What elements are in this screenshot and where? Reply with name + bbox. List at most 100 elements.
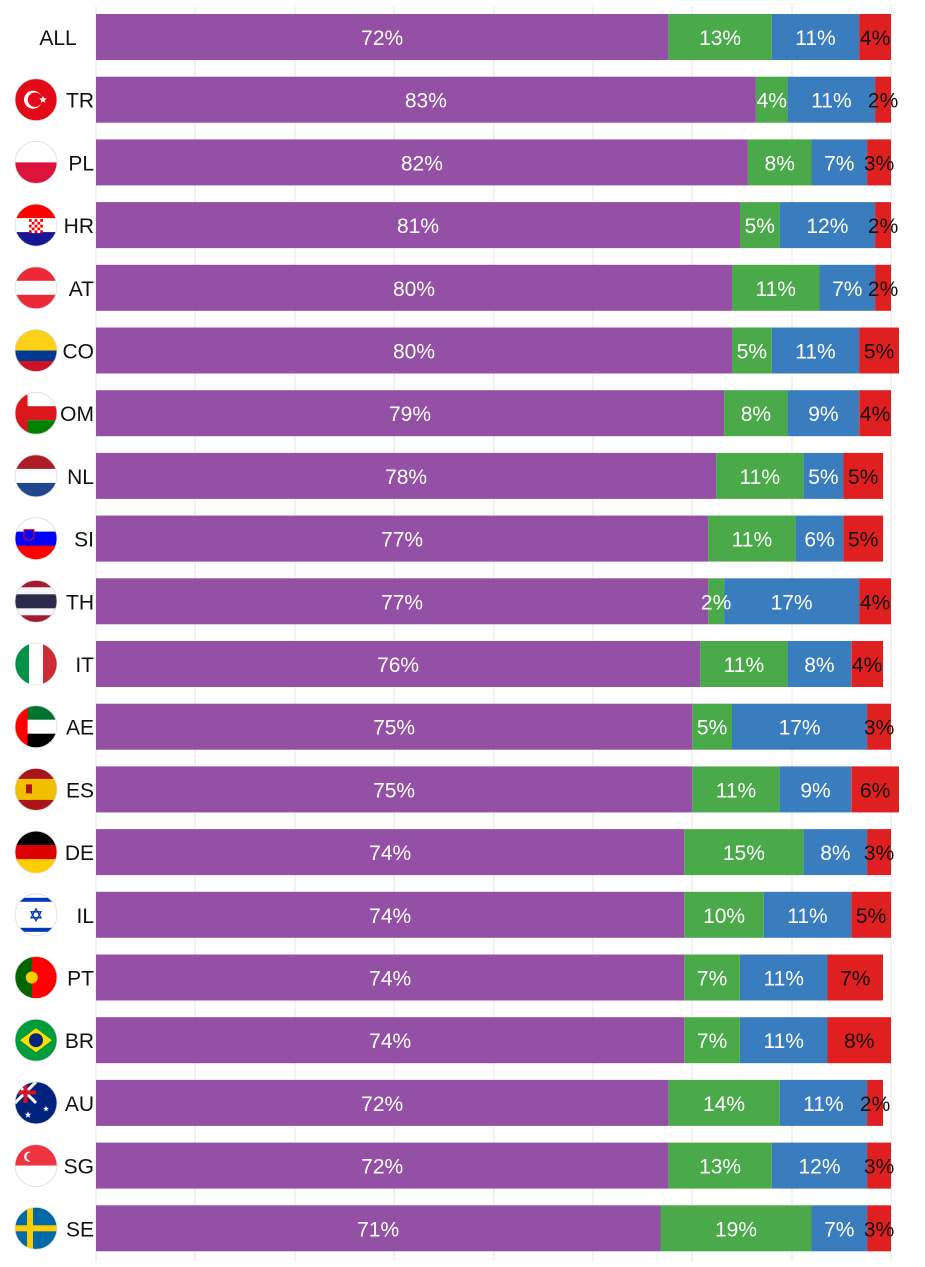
data-label-green: 8% <box>741 403 771 426</box>
category-label: OM <box>60 403 94 426</box>
bar-segment-red <box>875 202 891 249</box>
data-label-green: 11% <box>724 654 764 677</box>
bar-segment-blue <box>811 1205 868 1252</box>
data-label-blue: 12% <box>798 1156 840 1179</box>
data-label-blue: 7% <box>832 278 862 301</box>
tr-flag-icon <box>14 78 58 122</box>
bar-segment-red <box>875 264 891 311</box>
bar-row-es: ES 75% 11% 9% 6% <box>66 766 899 813</box>
bar-segment-green <box>684 829 804 876</box>
bar-segment-purple <box>96 891 685 938</box>
bar-segment-green <box>684 1017 740 1064</box>
bar-segment-red <box>867 703 891 750</box>
data-label-purple: 75% <box>373 779 415 802</box>
bar-segment-red <box>859 390 891 437</box>
bar-row-pl: PL 82% 8% 7% 3% <box>68 139 894 186</box>
bar-segment-blue <box>803 829 868 876</box>
bar-segment-red <box>843 452 884 499</box>
data-label-blue: 17% <box>779 717 821 740</box>
bar-segment-purple <box>96 703 693 750</box>
data-label-green: 15% <box>723 842 765 865</box>
se-flag-icon <box>14 1206 58 1250</box>
data-label-green: 4% <box>757 90 787 113</box>
data-label-green: 10% <box>703 905 745 928</box>
data-label-green: 5% <box>737 341 767 364</box>
bar-segment-purple <box>96 578 709 625</box>
data-label-red: 8% <box>844 1030 874 1053</box>
bar-row-au: AU 72% 14% 11% 2% <box>65 1079 890 1126</box>
category-label: TH <box>66 591 94 614</box>
bar-segment-blue <box>779 1079 868 1126</box>
bar-row-th: TH 77% 2% 17% 4% <box>66 578 891 625</box>
bar-row-ae: AE 75% 5% 17% 3% <box>66 703 894 750</box>
bar-segment-green <box>668 1142 772 1189</box>
data-label-blue: 6% <box>804 529 834 552</box>
data-label-red: 4% <box>860 403 890 426</box>
bar-row-pt: PT 74% 7% 11% 7% <box>67 954 883 1001</box>
bar-segment-blue <box>724 578 860 625</box>
gridlines <box>95 6 892 1262</box>
data-label-purple: 83% <box>405 90 447 113</box>
data-label-blue: 11% <box>795 27 835 50</box>
bar-segment-purple <box>96 515 709 562</box>
data-label-purple: 80% <box>393 341 435 364</box>
bar-segment-blue <box>779 202 876 249</box>
bar-segment-green <box>684 891 764 938</box>
ae-flag-icon <box>14 705 58 749</box>
data-label-blue: 12% <box>806 215 848 238</box>
data-label-red: 2% <box>868 215 898 238</box>
data-label-purple: 72% <box>361 1156 403 1179</box>
bar-segment-blue <box>811 139 868 186</box>
bar-segment-red <box>859 14 891 60</box>
data-label-red: 2% <box>868 90 898 113</box>
category-label: ALL <box>39 27 76 50</box>
bar-segment-blue <box>740 1017 828 1064</box>
il-flag-icon <box>14 893 58 937</box>
bar-segment-blue <box>787 390 860 437</box>
data-label-green: 11% <box>732 529 772 552</box>
category-label: AU <box>65 1093 94 1116</box>
data-label-red: 3% <box>864 1218 894 1241</box>
bar-segment-purple <box>96 1017 685 1064</box>
data-label-red: 4% <box>860 591 890 614</box>
bar-segment-purple <box>96 264 732 311</box>
data-label-blue: 8% <box>820 842 850 865</box>
category-label: PL <box>68 152 94 175</box>
data-label-red: 2% <box>868 278 898 301</box>
bar-segment-green <box>660 1205 812 1252</box>
bar-row-tr: TR 83% 4% 11% 2% <box>66 76 898 123</box>
bar-segment-purple <box>96 829 685 876</box>
bar-segment-green <box>668 1079 780 1126</box>
data-label-red: 5% <box>864 341 894 364</box>
bar-segment-blue <box>803 452 844 499</box>
category-label: CO <box>63 341 95 364</box>
data-label-green: 11% <box>740 466 780 489</box>
bar-segment-purple <box>96 1079 669 1126</box>
category-label: BR <box>65 1030 94 1053</box>
bar-segment-green <box>755 76 788 123</box>
data-label-green: 13% <box>699 27 741 50</box>
data-label-purple: 71% <box>357 1218 399 1241</box>
category-label: IL <box>76 905 94 928</box>
bar-row-il: IL 74% 10% 11% 5% <box>76 891 892 938</box>
bar-segment-red <box>859 578 891 625</box>
bar-segment-blue <box>787 641 852 687</box>
bar-segment-blue <box>740 954 828 1001</box>
data-label-green: 11% <box>716 779 756 802</box>
data-label-green: 19% <box>715 1218 757 1241</box>
bar-row-br: BR 74% 7% 11% 8% <box>65 1017 891 1064</box>
it-flag-icon <box>14 642 58 686</box>
bar-segment-red <box>827 1017 891 1064</box>
bar-row-nl: NL 78% 11% 5% 5% <box>67 452 884 499</box>
bar-segment-green <box>732 264 820 311</box>
data-label-green: 7% <box>697 1030 727 1053</box>
data-label-blue: 17% <box>771 591 813 614</box>
data-label-purple: 72% <box>361 1093 403 1116</box>
bar-row-at: AT 80% 11% 7% 2% <box>69 264 898 311</box>
category-label: AE <box>66 717 94 740</box>
data-label-purple: 78% <box>385 466 427 489</box>
om-flag-icon <box>14 391 58 435</box>
bar-row-it: IT 76% 11% 8% 4% <box>75 641 884 687</box>
data-label-blue: 11% <box>787 905 827 928</box>
data-label-green: 11% <box>755 278 795 301</box>
